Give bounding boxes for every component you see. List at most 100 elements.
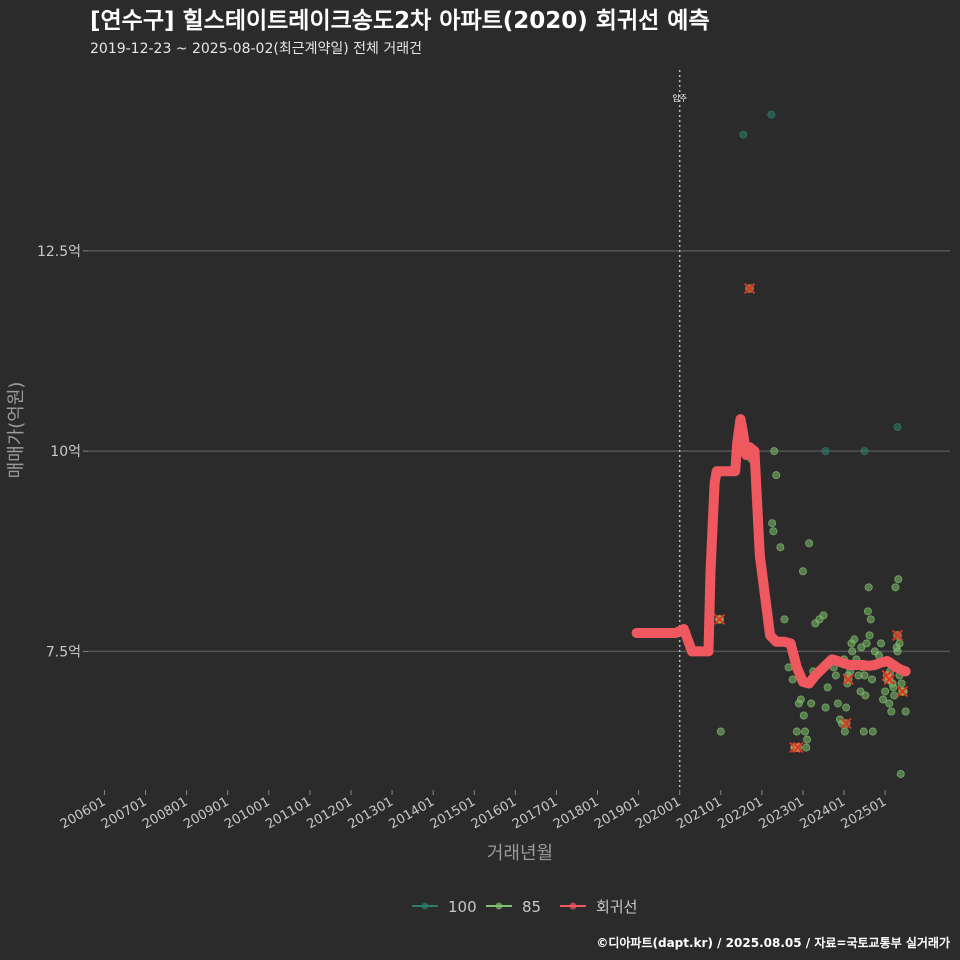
source-caption: ©디아파트(dapt.kr) / 2025.08.05 / 자료=국토교통부 실… [596, 935, 950, 950]
legend-label: 85 [522, 898, 541, 916]
data-point-85 [865, 631, 874, 640]
regression-line [631, 414, 911, 689]
data-point-100 [767, 110, 776, 119]
data-point-85 [799, 711, 808, 720]
x-tick-label: 201701 [510, 794, 560, 832]
legend-label: 100 [448, 898, 477, 916]
data-point-85 [796, 695, 805, 704]
data-point-85 [859, 727, 868, 736]
x-tick-label: 202301 [756, 794, 806, 832]
data-point-100 [893, 423, 902, 432]
x-tick-label: 200601 [58, 794, 108, 832]
data-point-85 [831, 671, 840, 680]
data-point-85 [850, 635, 859, 644]
data-point-85 [877, 639, 886, 648]
data-point-85 [798, 567, 807, 576]
move-in-label: 입주 [672, 94, 687, 103]
x-tick-label: 202001 [633, 794, 683, 832]
y-tick-label: 12.5억 [37, 244, 81, 260]
data-point-85 [890, 691, 899, 700]
data-point-100 [739, 130, 748, 139]
data-point-85 [867, 675, 876, 684]
x-tick-label: 202101 [674, 794, 724, 832]
data-point-85 [860, 671, 869, 680]
data-point-85 [896, 769, 905, 778]
highlight-markers [713, 282, 909, 754]
x-tick-label: 201201 [304, 794, 354, 832]
data-point-85 [833, 699, 842, 708]
data-point-100 [821, 447, 830, 456]
data-point-85 [792, 727, 801, 736]
legend-item-100: 100 [412, 898, 477, 916]
data-point-85 [819, 611, 828, 620]
data-point-85 [861, 691, 870, 700]
highlight-x [896, 685, 909, 698]
highlight-marker [842, 673, 854, 686]
data-point-85 [901, 707, 910, 716]
legend-swatch-dot [421, 902, 429, 910]
y-axis-ticks: 7.5억 10억 12.5억 [37, 244, 88, 660]
data-point-85 [823, 683, 832, 692]
x-tick-label: 201901 [592, 794, 642, 832]
x-tick-label: 202401 [798, 794, 848, 832]
highlight-marker [891, 629, 904, 642]
data-point-85 [862, 639, 871, 648]
highlight-x [842, 673, 854, 686]
highlight-marker [896, 685, 909, 698]
data-point-85 [821, 703, 830, 712]
data-point-85 [768, 519, 777, 528]
highlight-marker [713, 613, 726, 626]
data-point-85 [848, 647, 857, 656]
data-point-85 [857, 643, 866, 652]
x-tick-label: 202201 [715, 794, 765, 832]
legend-swatch-dot [569, 902, 577, 910]
chart-title: [연수구] 힐스테이트레이크송도2차 아파트(2020) 회귀선 예측 [90, 8, 710, 34]
data-point-85 [807, 699, 816, 708]
data-point-85 [879, 695, 888, 704]
highlight-x [883, 673, 895, 686]
data-point-85 [863, 607, 872, 616]
highlight-x [743, 282, 756, 295]
x-axis-title: 거래년월 [487, 843, 553, 864]
data-point-85 [881, 687, 890, 696]
highlight-marker [792, 741, 804, 754]
x-tick-label: 201601 [469, 794, 519, 832]
legend-item-85: 85 [486, 898, 541, 916]
data-point-85 [894, 575, 903, 584]
data-point-85 [801, 727, 810, 736]
y-tick-label: 10억 [50, 444, 81, 460]
x-tick-label: 201101 [263, 794, 313, 832]
legend-item-reg: 회귀선 [560, 898, 637, 916]
y-axis-title: 매매가(억원) [6, 382, 27, 479]
legend-label: 회귀선 [596, 898, 637, 916]
highlight-marker [840, 717, 852, 730]
x-tick-label: 201501 [428, 794, 478, 832]
data-point-85 [770, 447, 779, 456]
data-point-100 [860, 447, 869, 456]
x-tick-label: 200801 [140, 794, 190, 832]
highlight-x [713, 613, 726, 626]
legend-swatch-dot [495, 902, 503, 910]
data-point-85 [864, 583, 873, 592]
x-tick-label: 200901 [181, 794, 231, 832]
x-tick-label: 201301 [346, 794, 396, 832]
data-point-85 [891, 583, 900, 592]
data-point-85 [716, 727, 725, 736]
x-tick-label: 201401 [387, 794, 437, 832]
data-point-85 [895, 639, 904, 648]
data-point-85 [805, 539, 814, 548]
data-point-85 [840, 727, 849, 736]
x-axis-ticks: 2006012007012008012009012010012011012012… [58, 790, 889, 832]
data-point-85 [802, 743, 811, 752]
data-point-85 [887, 707, 896, 716]
highlight-x [840, 717, 852, 730]
gridlines [88, 250, 950, 653]
data-point-85 [842, 703, 851, 712]
x-tick-label: 202501 [839, 794, 889, 832]
data-point-85 [866, 615, 875, 624]
highlight-marker [883, 673, 895, 686]
highlight-x [792, 741, 804, 754]
data-point-85 [776, 543, 785, 552]
data-point-85 [868, 727, 877, 736]
